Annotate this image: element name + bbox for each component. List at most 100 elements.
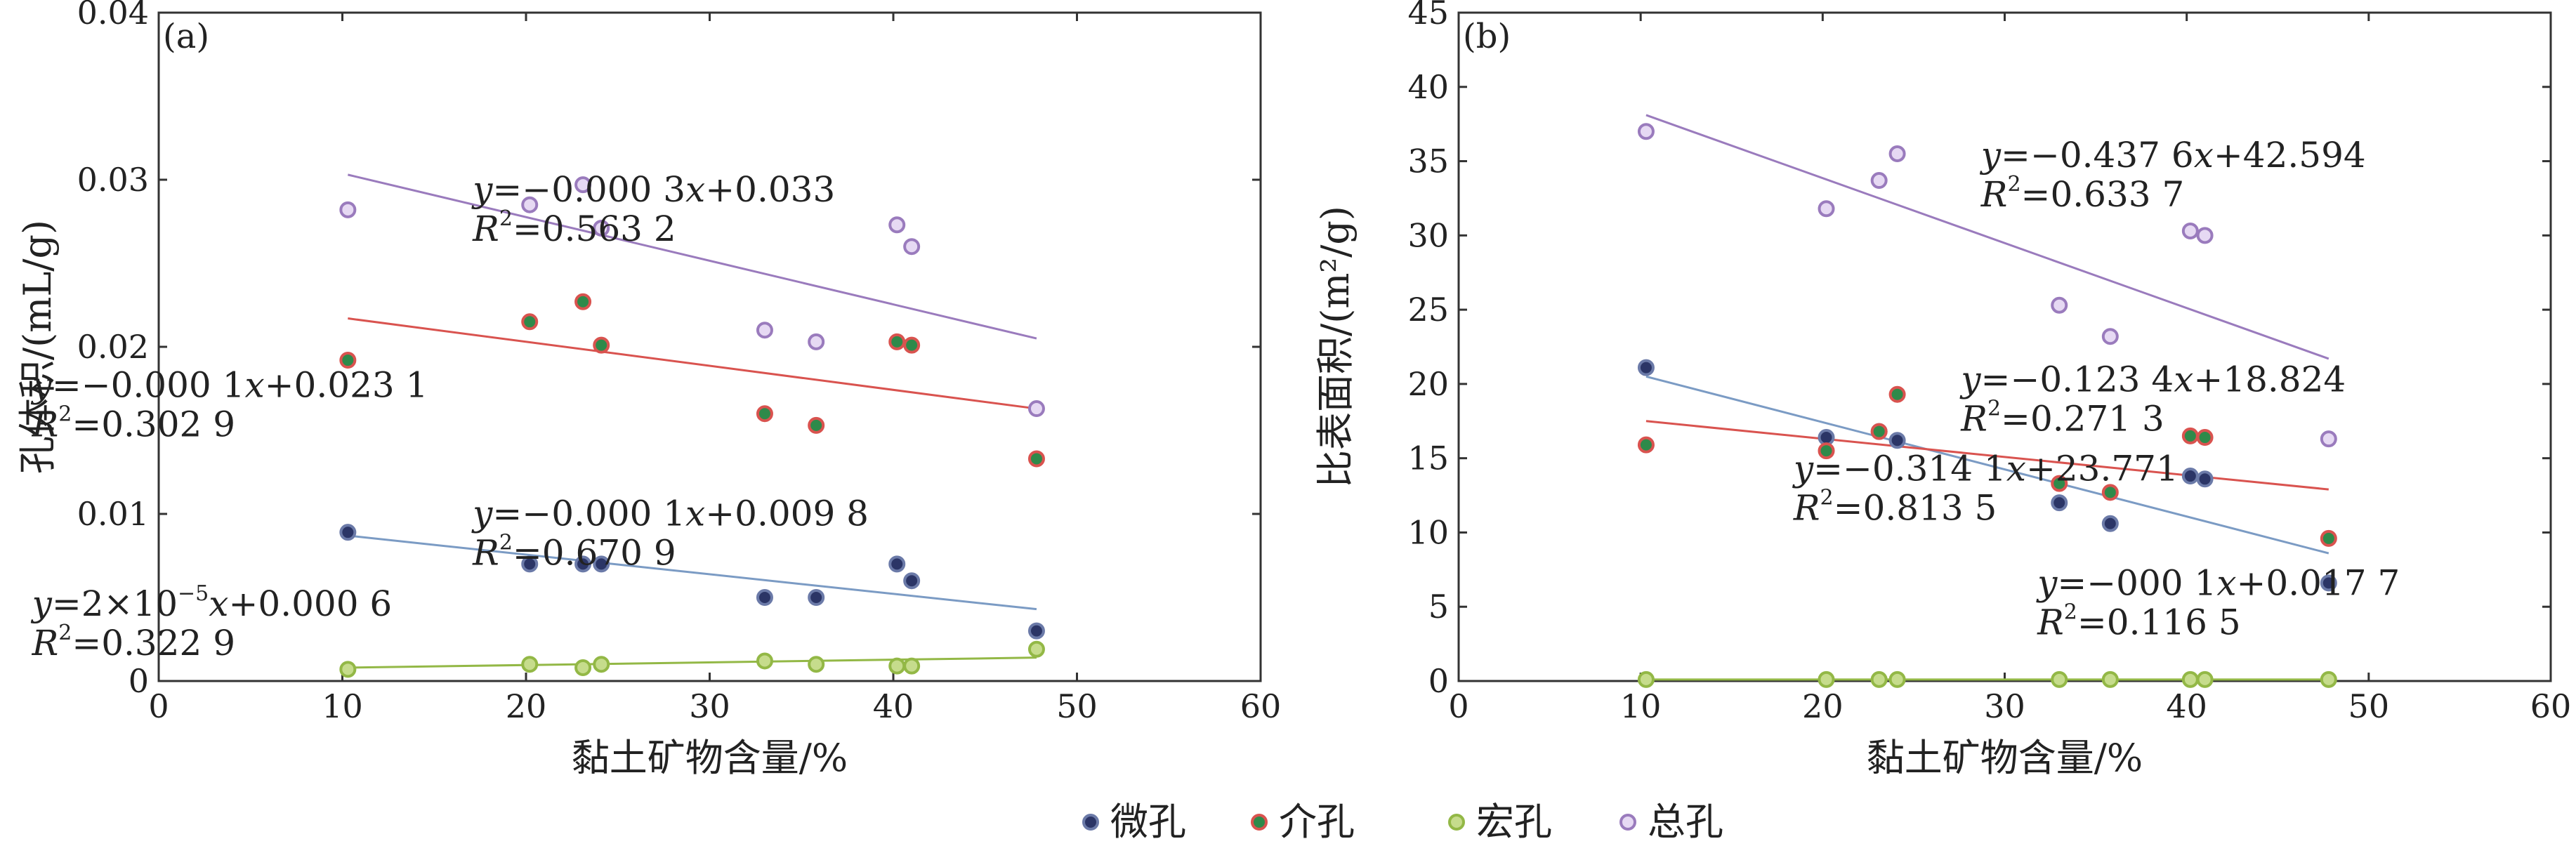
- point-micro: [2051, 494, 2068, 512]
- r-squared-value: =0.633 7: [2021, 174, 2185, 215]
- regression-equation: y=−0.000 1x+0.023 1: [31, 364, 428, 405]
- x-tick-label: 50: [1056, 687, 1098, 725]
- r-symbol: R: [1960, 398, 1987, 439]
- x-tick-label: 30: [1984, 687, 2025, 725]
- x-tick-label: 40: [2166, 687, 2207, 725]
- r-exponent: 2: [2007, 172, 2020, 197]
- r-symbol: R: [32, 623, 59, 663]
- eq-x: x: [2006, 448, 2026, 489]
- y-tick-label: 0.02: [77, 328, 149, 366]
- panel-label: (a): [163, 17, 209, 56]
- panel-label: (b): [1463, 17, 1511, 56]
- r-squared: R2=0.302 9: [32, 402, 236, 444]
- point-micro: [2181, 468, 2199, 485]
- x-tick-label: 20: [1802, 687, 1844, 725]
- point-macro: [2181, 670, 2199, 688]
- point-macro: [756, 652, 773, 670]
- point-meso: [888, 333, 906, 350]
- point-meso: [1888, 385, 1906, 403]
- y-tick-label: 45: [1407, 0, 1449, 32]
- panel-b-chart: 0 10 20 30 40 50 60 0 5 10 15 20 25 30 35 40 45 黏土矿物含量/% 比…: [1313, 0, 2571, 780]
- eq-var: y: [31, 583, 53, 624]
- trendline-meso: [1645, 420, 2329, 491]
- point-macro: [2101, 670, 2119, 688]
- x-tick-label: 0: [1448, 687, 1468, 725]
- eq-var: y: [31, 364, 53, 405]
- point-micro: [1888, 432, 1906, 449]
- point-macro: [808, 656, 825, 673]
- point-micro: [339, 524, 357, 541]
- r-exponent: 2: [58, 402, 72, 426]
- y-tick-label: 10: [1407, 513, 1449, 551]
- point-total: [1637, 123, 1655, 140]
- x-tick-label: 40: [873, 687, 914, 725]
- point-meso: [1027, 450, 1045, 468]
- point-micro: [888, 555, 906, 573]
- point-total: [521, 196, 539, 213]
- eq-exponent: −5: [178, 581, 209, 606]
- x-tick-label: 0: [148, 687, 169, 725]
- eq-x: x: [244, 364, 264, 405]
- y-axis-label: 比表面积/(m²/g): [1313, 206, 1358, 488]
- r-symbol: R: [472, 533, 499, 574]
- eq-var: y: [1959, 359, 1981, 399]
- point-total: [593, 220, 610, 237]
- eq-x: x: [2174, 359, 2193, 399]
- point-meso: [756, 405, 773, 423]
- r-squared: R2=0.322 9: [32, 621, 236, 663]
- eq-intercept: +23.771: [2026, 448, 2179, 489]
- x-axis-label: 黏土矿物含量/%: [1867, 736, 2143, 780]
- point-total: [903, 238, 921, 256]
- point-meso: [2320, 529, 2337, 547]
- eq-x: x: [685, 494, 705, 534]
- y-tick-label: 0.04: [77, 0, 149, 32]
- panel-a-chart: 0 10 20 30 40 50 60 0 0.01 0.02 0.03 0.04 黏土矿物含量/% 孔体…: [15, 0, 1281, 780]
- r-squared-value: =0.116 5: [2077, 602, 2241, 642]
- y-tick-label: 30: [1407, 216, 1449, 254]
- point-meso: [903, 336, 921, 354]
- y-tick-label: 5: [1428, 588, 1449, 626]
- point-micro: [574, 555, 592, 573]
- point-macro: [1637, 670, 1655, 688]
- eq-intercept: +42.594: [2214, 135, 2366, 176]
- point-meso: [2101, 484, 2119, 501]
- r-symbol: R: [1980, 174, 2008, 215]
- eq-intercept: +0.023 1: [265, 364, 428, 405]
- eq-var: y: [2036, 562, 2058, 603]
- regression-equation: y=−0.000 1x+0.009 8: [471, 494, 869, 534]
- point-micro: [756, 589, 773, 606]
- point-micro: [2196, 470, 2214, 488]
- x-axis-label: 黏土矿物含量/%: [572, 736, 848, 780]
- point-macro: [1027, 640, 1045, 658]
- point-micro: [1637, 359, 1655, 376]
- eq-var: y: [471, 494, 493, 534]
- r-exponent: 2: [58, 621, 72, 645]
- point-macro: [574, 659, 592, 676]
- x-tick-label: 20: [506, 687, 547, 725]
- point-meso: [1870, 423, 1888, 440]
- point-meso: [521, 313, 539, 331]
- point-meso: [593, 336, 610, 354]
- eq-x: x: [2194, 135, 2214, 176]
- point-meso: [808, 416, 825, 434]
- point-micro: [521, 555, 539, 573]
- regression-equation: y=−0.437 6x+42.594: [1980, 135, 2366, 176]
- point-macro: [1818, 670, 1835, 688]
- point-meso: [2181, 427, 2199, 444]
- point-total: [2196, 227, 2214, 244]
- eq-var: y: [1792, 448, 1814, 489]
- regression-equation: y=−0.314 1x+23.771: [1792, 448, 2179, 489]
- trendline-macro: [348, 656, 1037, 669]
- eq-intercept: +0.000 6: [228, 583, 392, 624]
- point-total: [756, 322, 773, 339]
- point-meso: [1637, 436, 1655, 454]
- r-squared: R2=0.563 2: [472, 206, 676, 249]
- point-total: [808, 333, 825, 350]
- r-squared: R2=0.670 9: [472, 531, 676, 574]
- point-micro: [1027, 622, 1045, 640]
- point-meso: [2051, 475, 2068, 492]
- x-tick-label: 50: [2348, 687, 2390, 725]
- point-total: [1888, 145, 1906, 162]
- x-tick-label: 10: [322, 687, 363, 725]
- r-squared-value: =0.322 9: [72, 623, 235, 663]
